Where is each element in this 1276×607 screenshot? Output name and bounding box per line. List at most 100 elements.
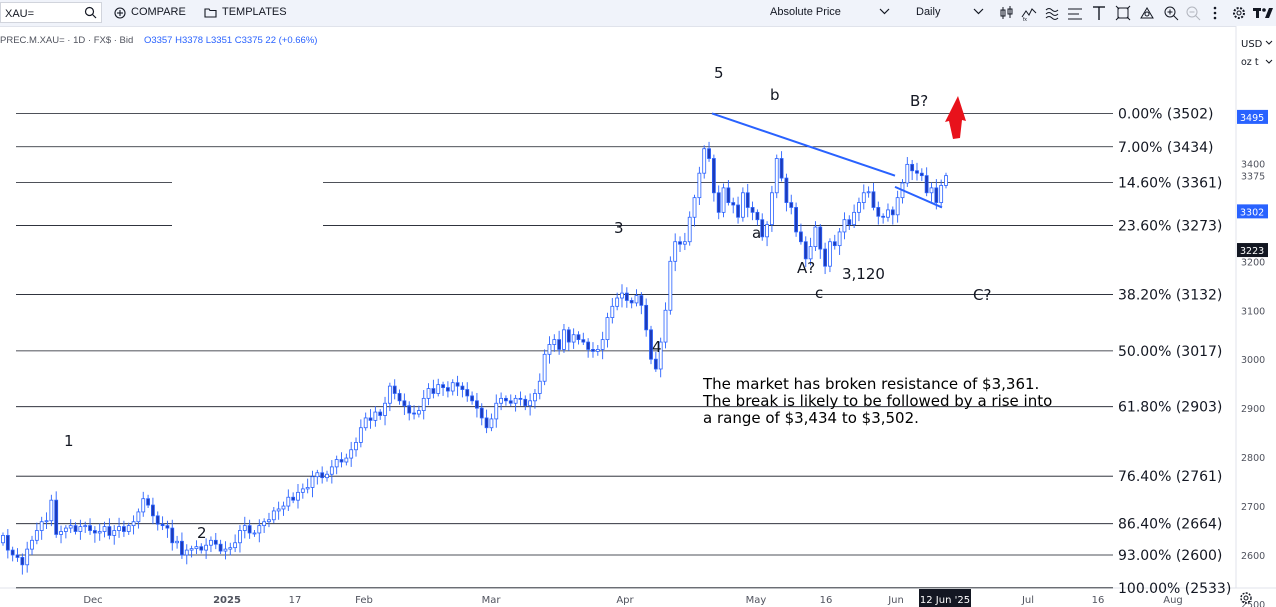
candle-up: [944, 175, 948, 186]
interval-select[interactable]: Daily: [906, 2, 992, 23]
symbol-search-box[interactable]: [0, 2, 107, 24]
price-tag-current: 3302: [1240, 207, 1264, 218]
candle-down: [876, 207, 881, 217]
candle-down: [20, 557, 25, 566]
wave-label: 3: [614, 219, 624, 237]
fib-level-label: 23.60% (3273): [1118, 219, 1222, 235]
fib-level-label: 76.40% (2761): [1118, 469, 1222, 485]
candle-up: [49, 499, 54, 522]
candle-down: [121, 526, 126, 532]
candle-down: [755, 211, 760, 221]
candle-up: [939, 185, 944, 203]
indicators-icon[interactable]: fx: [1020, 4, 1038, 22]
candle-down: [160, 523, 165, 527]
settings-gear-icon[interactable]: [1230, 4, 1248, 22]
zoom-in-icon[interactable]: [1162, 4, 1180, 22]
candle-up: [97, 531, 102, 534]
candle-down: [711, 158, 716, 194]
candle-down: [73, 525, 78, 532]
candle-down: [871, 191, 876, 208]
search-icon[interactable]: [84, 6, 97, 19]
candle-down: [823, 248, 828, 267]
symbol-input[interactable]: [1, 3, 107, 24]
price-mode-select[interactable]: Absolute Price: [760, 2, 898, 23]
wave-icon[interactable]: [1044, 4, 1062, 22]
time-tick-label: 16: [820, 595, 833, 606]
svg-text:fx: fx: [1023, 17, 1027, 22]
candle-down: [397, 393, 402, 402]
candle-up: [223, 548, 228, 552]
candle-up: [175, 540, 179, 544]
zoom-out-icon[interactable]: [1184, 4, 1202, 22]
wave-label: 4: [652, 338, 662, 356]
candle-down: [378, 411, 383, 416]
candle-down: [910, 163, 915, 172]
wave-label: 5: [714, 64, 724, 82]
more-options-icon[interactable]: [1206, 4, 1224, 22]
price-chart[interactable]: 0.00% (3502) 7.00% (3434) 14.60% (3361) 23.…: [0, 26, 1276, 607]
wave-label: a: [752, 224, 761, 242]
fib-level-label: 38.20% (3132): [1118, 288, 1222, 304]
candle-down: [915, 170, 919, 174]
candle-up: [620, 292, 624, 299]
candle-up: [30, 539, 34, 550]
candle-down: [455, 382, 460, 387]
candle-up: [112, 530, 117, 536]
compare-button[interactable]: COMPARE: [114, 2, 186, 23]
wave-label: 2: [197, 524, 207, 542]
candle-up: [363, 417, 368, 429]
candle-up: [663, 309, 668, 343]
candle-down: [446, 387, 450, 392]
candle-up: [547, 344, 552, 355]
candle-up: [537, 380, 542, 394]
axis-settings-icon: [1240, 592, 1252, 604]
candles-icon[interactable]: [998, 4, 1016, 22]
trend-line-lower: [894, 185, 943, 209]
candle-down: [213, 539, 218, 545]
candle-down: [523, 398, 528, 407]
candle-down: [586, 341, 591, 350]
text-tool-icon[interactable]: [1090, 4, 1108, 22]
candle-down: [10, 549, 15, 556]
candle-down: [320, 472, 325, 479]
candle-up: [44, 520, 49, 523]
candle-down: [736, 204, 740, 218]
fib-level-label: 0.00% (3502): [1118, 106, 1213, 122]
time-tick-label: 12 Jun '25: [920, 595, 970, 606]
candle-up: [842, 219, 847, 233]
horizontal-lines-icon[interactable]: [1066, 4, 1084, 22]
candle-up: [499, 397, 503, 404]
templates-button[interactable]: TEMPLATES: [204, 2, 287, 23]
time-tick-label: 17: [289, 595, 302, 606]
candle-down: [803, 241, 808, 260]
candle-down: [716, 192, 721, 213]
candle-up: [387, 385, 392, 404]
price-tag-high: 3495: [1240, 113, 1264, 124]
drawing-tool-icon[interactable]: [1138, 4, 1156, 22]
candle-up: [571, 334, 576, 343]
candle-up: [373, 411, 378, 421]
candle-up: [68, 525, 73, 529]
templates-label: TEMPLATES: [222, 6, 287, 18]
candle-up: [39, 521, 44, 531]
candle-down: [799, 231, 803, 243]
candle-up: [271, 510, 276, 521]
price-tag-crosshair: 3223: [1240, 246, 1264, 257]
candle-up: [329, 466, 334, 475]
fib-level-label: 86.40% (2664): [1118, 517, 1222, 533]
candle-up: [697, 172, 702, 199]
candle-up: [513, 397, 518, 404]
candle-up: [436, 384, 441, 394]
candle-up: [325, 473, 329, 479]
candle-up: [857, 202, 861, 213]
fib-level-label: 100.00% (2533): [1118, 581, 1231, 597]
price-tick-label: 3000: [1241, 355, 1265, 366]
candle-up: [852, 211, 857, 225]
candle-down: [151, 504, 155, 517]
candle-up: [131, 521, 136, 527]
candle-up: [233, 542, 238, 549]
candle-up: [813, 226, 818, 248]
candle-down: [779, 158, 784, 179]
fullscreen-icon[interactable]: [1114, 4, 1132, 22]
trend-line: [711, 112, 896, 177]
